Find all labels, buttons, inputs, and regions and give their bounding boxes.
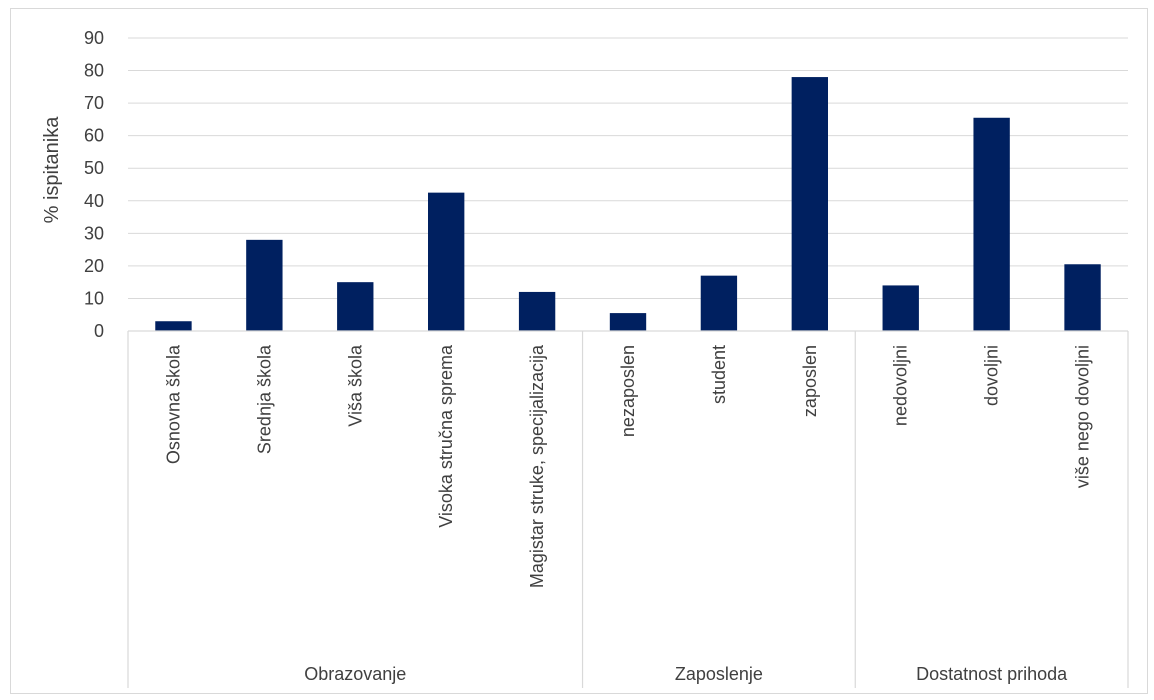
category-label: Osnovna škola [163, 344, 183, 464]
category-label: nedovoljni [891, 345, 911, 426]
category-label: Srednja škola [254, 344, 274, 454]
bars [155, 77, 1101, 331]
group-label: Obrazovanje [304, 664, 406, 684]
category-label: više nego dovoljni [1073, 345, 1093, 488]
y-tick-label: 20 [84, 256, 104, 276]
category-label: student [709, 345, 729, 404]
bar [246, 239, 283, 331]
bar [791, 77, 828, 331]
gridlines [128, 37, 1128, 299]
bar [518, 291, 556, 331]
y-tick-label: 50 [84, 158, 104, 178]
y-tick-label: 80 [84, 61, 104, 81]
bar [973, 117, 1010, 331]
bar [700, 275, 738, 331]
bar [428, 192, 465, 331]
y-tick-label: 0 [94, 321, 104, 341]
bar [337, 282, 374, 331]
y-tick-label: 40 [84, 191, 104, 211]
group-label: Zaposlenje [675, 664, 763, 684]
category-label: zaposlen [800, 345, 820, 417]
category-label: Viša škola [345, 344, 365, 427]
category-label: Visoka stručna sprema [436, 344, 456, 528]
chart-frame [10, 8, 1148, 694]
y-axis-title: % ispitanika [41, 116, 63, 224]
y-tick-label: 30 [84, 223, 104, 243]
category-label: nezaposlen [618, 345, 638, 437]
category-label: dovoljni [982, 345, 1002, 406]
bar [609, 313, 647, 331]
y-tick-label: 70 [84, 93, 104, 113]
bar [155, 321, 192, 331]
y-tick-label: 60 [84, 126, 104, 146]
x-axis: Osnovna škola Srednja škola Viša škola Viso… [127, 330, 1129, 688]
group-label: Dostatnost prihoda [916, 664, 1068, 684]
category-label: Magistar struke, specijalizacija [527, 344, 547, 588]
y-axis-ticks: 0 10 20 30 40 50 60 70 80 90 [84, 28, 104, 341]
bar [882, 285, 919, 331]
y-tick-label: 10 [84, 288, 104, 308]
y-tick-label: 90 [84, 28, 104, 48]
bar [1064, 264, 1101, 331]
